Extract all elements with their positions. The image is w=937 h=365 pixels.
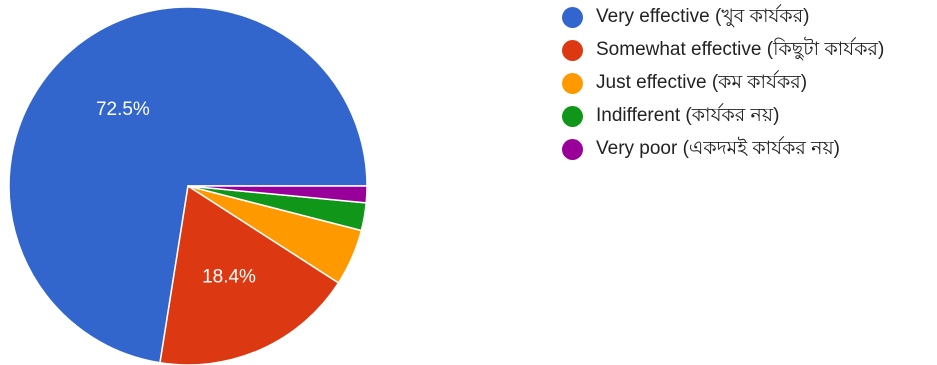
pie-chart: 72.5% 18.4% [0, 0, 380, 365]
legend-label-very-poor: Very poor (একদমই কার্যকর নয়) [596, 138, 841, 159]
legend-swatch-somewhat-effective [562, 40, 583, 61]
legend-label-just-effective: Just effective (কম কার্যকর) [596, 72, 808, 93]
pie-data-label-somewhat-effective: 18.4% [202, 267, 256, 288]
pie-slice-very-effective[interactable] [8, 6, 368, 364]
legend-label-indifferent: Indifferent (কার্যকর নয়) [596, 105, 780, 126]
legend-swatch-very-effective [562, 7, 583, 28]
pie-slice-very-poor[interactable] [187, 185, 368, 204]
legend-item-very-effective[interactable]: Very effective (খুব কার্যকর) [562, 4, 934, 30]
legend-swatch-very-poor [562, 139, 583, 160]
legend-label-somewhat-effective: Somewhat effective (কিছুটা কার্যকর) [596, 39, 885, 60]
pie-chart-svg: 72.5% 18.4% [8, 6, 368, 365]
legend-item-indifferent[interactable]: Indifferent (কার্যকর নয়) [562, 103, 934, 129]
legend-item-just-effective[interactable]: Just effective (কম কার্যকর) [562, 70, 934, 96]
legend-swatch-indifferent [562, 106, 583, 127]
chart-legend: Very effective (খুব কার্যকর) Somewhat ef… [562, 4, 934, 169]
legend-label-very-effective: Very effective (খুব কার্যকর) [596, 6, 810, 27]
legend-item-very-poor[interactable]: Very poor (একদমই কার্যকর নয়) [562, 136, 934, 162]
pie-data-label-very-effective: 72.5% [96, 99, 150, 120]
legend-item-somewhat-effective[interactable]: Somewhat effective (কিছুটা কার্যকর) [562, 37, 934, 63]
legend-swatch-just-effective [562, 73, 583, 94]
